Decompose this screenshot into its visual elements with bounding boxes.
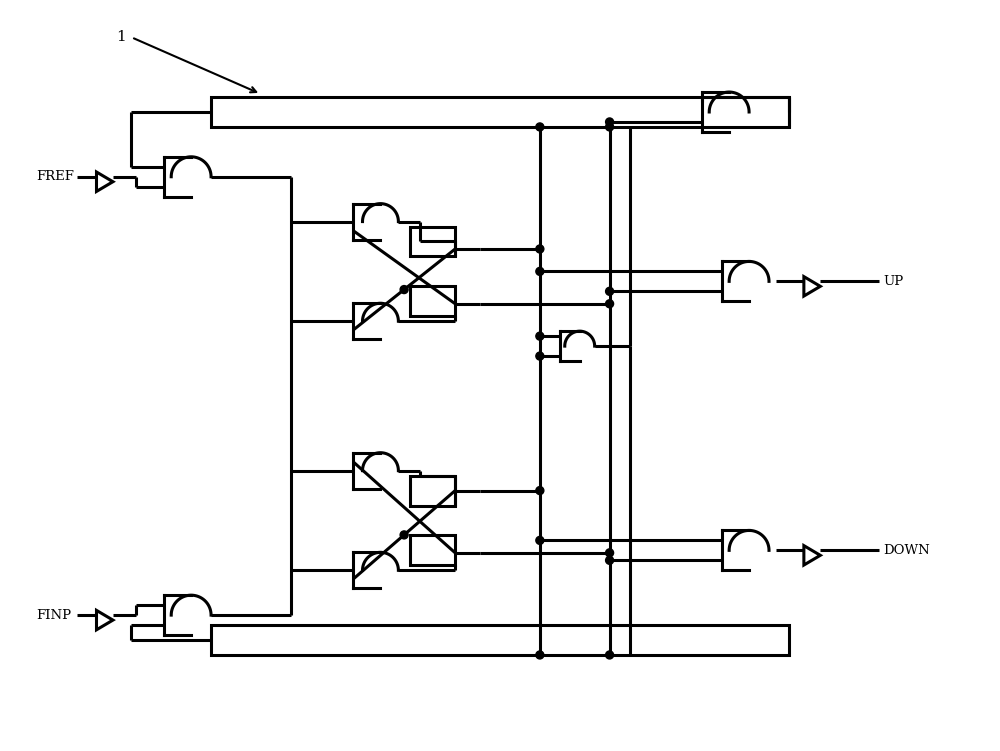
Circle shape [606, 118, 614, 126]
Circle shape [536, 651, 544, 659]
Bar [211, 97, 789, 127]
Circle shape [536, 123, 544, 131]
Circle shape [536, 536, 544, 544]
Circle shape [536, 352, 544, 360]
Circle shape [400, 531, 408, 539]
Text: DOWN: DOWN [884, 544, 930, 556]
Circle shape [536, 245, 544, 253]
Text: FINP: FINP [37, 608, 72, 622]
Text: UP: UP [884, 275, 904, 288]
Circle shape [606, 549, 614, 556]
Circle shape [606, 288, 614, 295]
Text: FREF: FREF [37, 170, 75, 183]
Circle shape [606, 556, 614, 564]
Bar [410, 535, 455, 566]
Bar [410, 286, 455, 316]
Bar [410, 475, 455, 505]
Circle shape [536, 267, 544, 276]
Circle shape [606, 123, 614, 131]
Circle shape [536, 487, 544, 495]
Bar [410, 227, 455, 256]
Circle shape [400, 285, 408, 294]
Circle shape [536, 332, 544, 340]
Text: 1: 1 [117, 30, 126, 44]
Bar [211, 625, 789, 655]
Circle shape [606, 651, 614, 659]
Circle shape [606, 300, 614, 308]
